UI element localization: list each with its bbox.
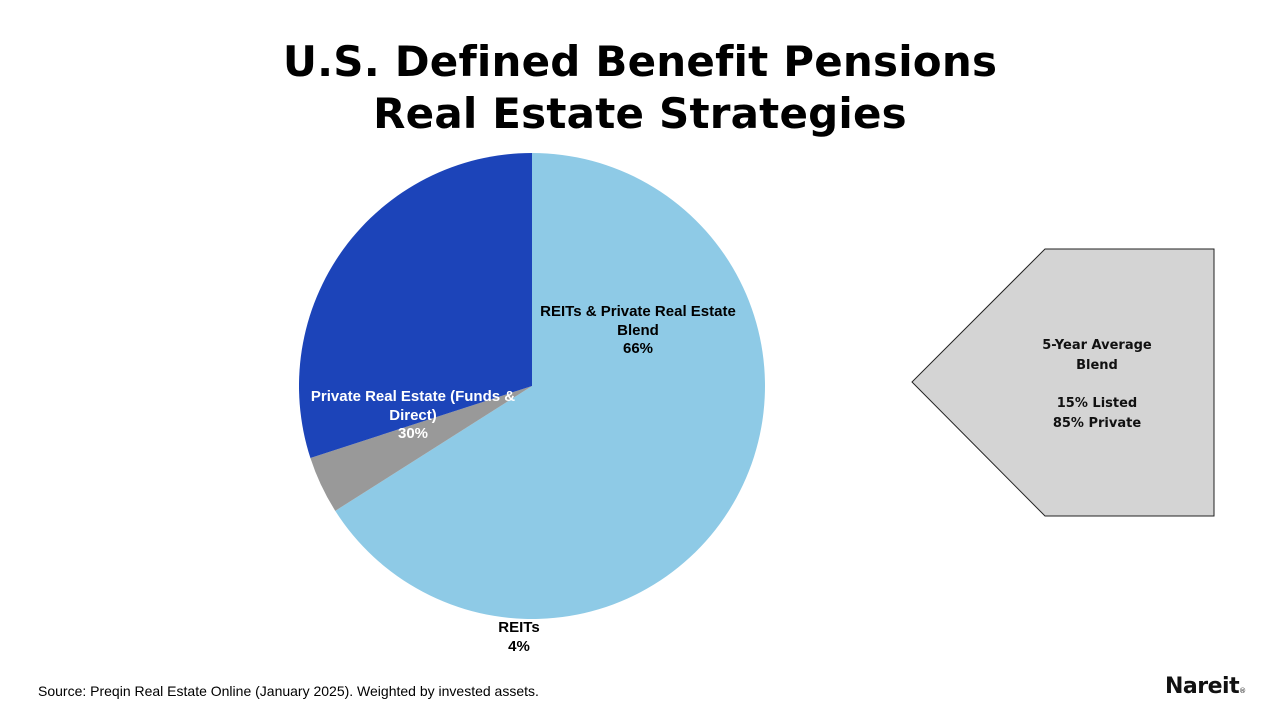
callout-spacer: [1020, 375, 1174, 394]
callout-line-2: Blend: [1076, 357, 1118, 373]
source-note: Source: Preqin Real Estate Online (Janua…: [38, 683, 539, 699]
pie-slice-private: [298, 153, 532, 458]
logo-text: Nareit: [1165, 674, 1240, 699]
private-label-percent: 30%: [397, 425, 429, 442]
nareit-logo: Nareit®: [1165, 674, 1246, 699]
pie-slice-reits: [310, 386, 532, 511]
registered-mark: ®: [1239, 687, 1246, 695]
chart-title-line-2: Real Estate Strategies: [373, 89, 907, 138]
reits-slice-label: REITs 4%: [470, 619, 568, 656]
callout-line-1: 5-Year Average: [1042, 338, 1152, 353]
callout-text: 5-Year Average Blend 15% Listed 85% Priv…: [1020, 336, 1174, 433]
private-label-line-1: Private Real Estate (Funds &: [310, 388, 516, 405]
blend-label-line-1: REITs & Private Real Estate: [540, 303, 736, 320]
private-slice-label: Private Real Estate (Funds & Direct) 30%: [300, 388, 526, 444]
reits-label-percent: 4%: [508, 637, 530, 655]
chart-title: U.S. Defined Benefit Pensions Real Estat…: [0, 36, 1280, 140]
reits-label-line-1: REITs: [498, 619, 540, 636]
blend-label-percent: 66%: [622, 340, 654, 357]
chart-title-line-1: U.S. Defined Benefit Pensions: [282, 37, 998, 86]
callout-line-3: 15% Listed: [1056, 396, 1138, 411]
blend-label-line-2: Blend: [617, 321, 659, 339]
private-label-line-2: Direct): [389, 406, 437, 424]
callout-line-4: 85% Private: [1052, 415, 1142, 431]
pie-slice-blend: [335, 153, 765, 619]
blend-slice-label: REITs & Private Real Estate Blend 66%: [528, 303, 748, 359]
